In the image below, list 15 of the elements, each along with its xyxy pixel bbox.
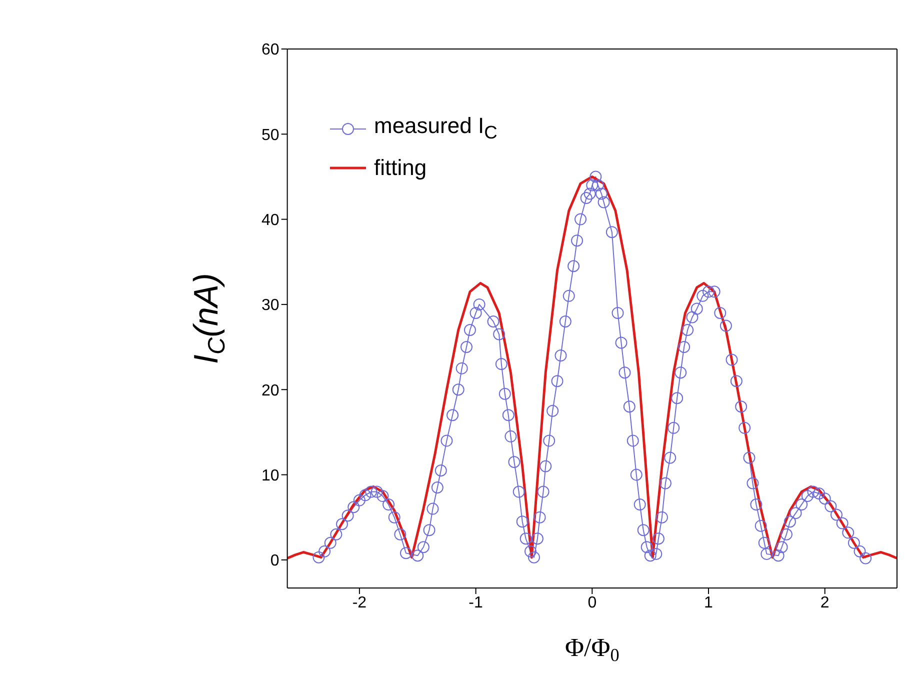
legend-label: fitting — [374, 154, 427, 182]
y-tick-label: 20 — [262, 382, 280, 400]
y-tick-label: 40 — [262, 212, 280, 229]
x-tick-label: -1 — [468, 594, 484, 612]
legend-label: measured I$_{C}$ — [374, 112, 498, 144]
x-axis-title: Φ/Φ$_{0}$ — [564, 633, 620, 666]
x-tick-label: 1 — [704, 594, 714, 612]
y-tick-label: 10 — [262, 467, 280, 484]
x-tick-label: -2 — [352, 594, 367, 612]
x-tick-label: 0 — [588, 594, 597, 612]
x-tick-label: 2 — [820, 594, 830, 612]
y-tick-label: 50 — [262, 126, 280, 144]
y-tick-label: 30 — [262, 297, 280, 314]
y-tick-label: 60 — [262, 42, 280, 59]
y-tick-label: 0 — [270, 552, 280, 570]
